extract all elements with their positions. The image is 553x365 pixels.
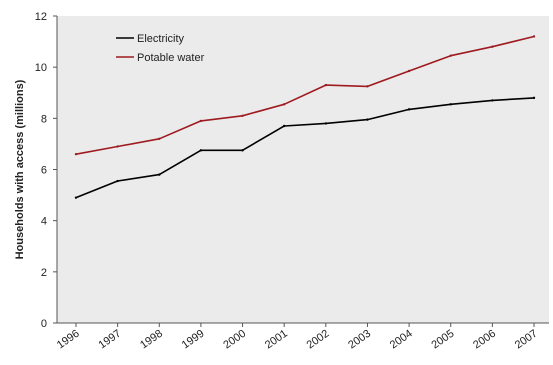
- data-point: [241, 114, 244, 117]
- series-line-potable-water: [75, 35, 535, 155]
- data-point: [116, 145, 119, 148]
- series-line-electricity: [75, 97, 535, 199]
- data-point: [158, 173, 161, 176]
- x-tick-label: 2000: [221, 328, 248, 352]
- data-point: [324, 122, 328, 125]
- x-tick-label: 2003: [346, 328, 373, 352]
- data-point: [282, 103, 286, 106]
- data-point: [366, 85, 369, 88]
- data-point: [282, 124, 286, 128]
- x-tick-label: 2004: [388, 328, 415, 352]
- data-point: [532, 35, 536, 38]
- y-tick-label: 12: [35, 11, 47, 23]
- legend-label: Potable water: [137, 52, 205, 64]
- data-point: [491, 99, 494, 102]
- data-point: [407, 69, 411, 73]
- y-tick-label: 10: [35, 62, 47, 74]
- data-point: [449, 54, 452, 57]
- x-tick-label: 2005: [430, 328, 457, 352]
- data-point: [491, 45, 494, 48]
- data-point: [74, 196, 78, 199]
- data-point: [324, 83, 328, 87]
- x-tick-label: 1998: [138, 328, 165, 352]
- data-point: [158, 137, 161, 140]
- x-tick-label: 2001: [263, 328, 290, 352]
- series-layer: [74, 35, 536, 199]
- data-point: [449, 103, 452, 106]
- y-tick-label: 0: [41, 318, 47, 330]
- x-tick-label: 1999: [180, 328, 207, 352]
- x-tick-label: 2007: [513, 328, 540, 352]
- data-point: [241, 149, 244, 152]
- y-tick-label: 8: [41, 113, 47, 125]
- x-tick-label: 1997: [96, 328, 123, 352]
- data-point: [116, 179, 119, 183]
- x-tick-label: 2006: [471, 328, 498, 352]
- data-point: [532, 96, 536, 100]
- y-tick-label: 6: [41, 165, 47, 177]
- y-tick-label: 2: [41, 267, 47, 279]
- data-point: [74, 152, 78, 156]
- plot-area: [57, 16, 549, 323]
- data-point: [407, 108, 411, 111]
- legend: Electricity Potable water: [116, 33, 205, 64]
- data-point: [366, 118, 369, 121]
- x-tick-label: 2002: [305, 328, 332, 352]
- y-tick-label: 4: [41, 216, 47, 228]
- x-tick-label: 1996: [55, 328, 82, 352]
- y-axis-title: Households with access (millions): [14, 79, 26, 259]
- data-point: [199, 149, 203, 152]
- data-point: [199, 119, 203, 123]
- legend-label: Electricity: [137, 33, 185, 45]
